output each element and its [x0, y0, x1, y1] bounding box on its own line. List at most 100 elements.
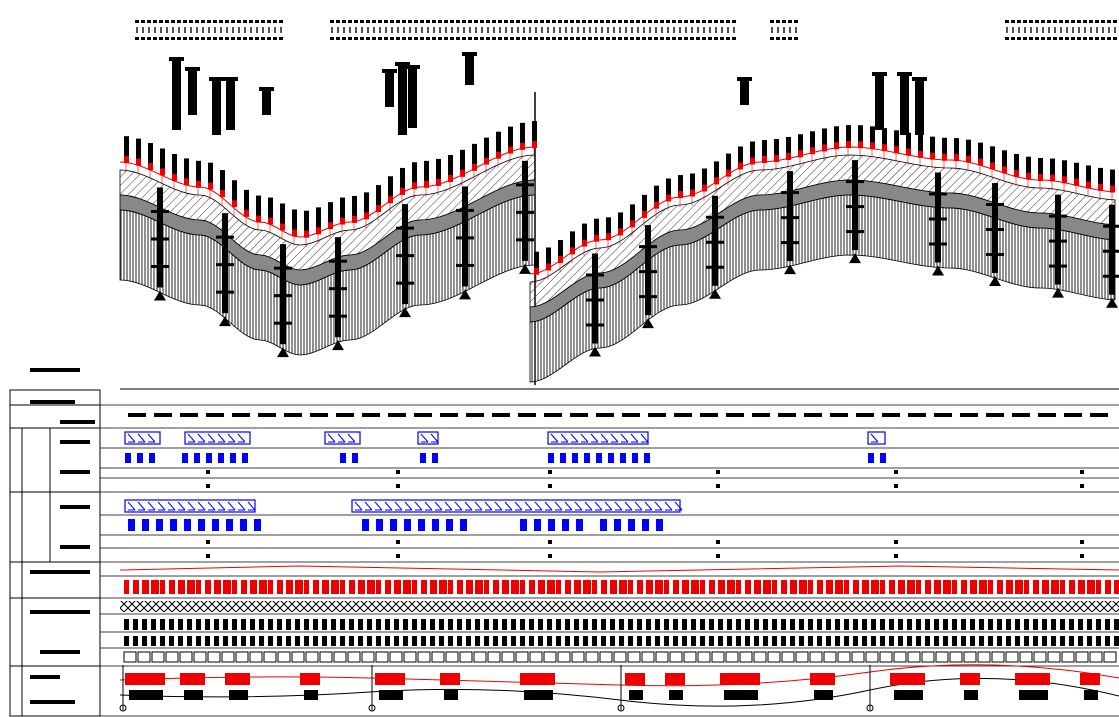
borehole-bar: [929, 192, 947, 195]
red-blob: [225, 673, 250, 685]
blue-glyph: [575, 502, 582, 510]
black-bar: [466, 636, 471, 646]
title-glyph: [190, 27, 192, 33]
black-bar: [727, 619, 732, 630]
label-column-head: [912, 77, 927, 81]
title-glyph: [523, 27, 525, 33]
title-glyph: [1006, 27, 1008, 33]
label-column: [188, 70, 197, 115]
black-bar: [331, 636, 336, 646]
title-glyph: [1078, 27, 1080, 33]
row-dash: [518, 413, 536, 417]
black-bar: [664, 636, 669, 646]
row-dash: [960, 413, 978, 417]
title-glyph: [372, 20, 376, 23]
title-glyph: [594, 20, 598, 23]
legend-text: [40, 650, 80, 654]
blue-glyph: [198, 434, 205, 442]
title-glyph: [354, 37, 358, 40]
row-dash: [544, 413, 562, 417]
title-glyph: [522, 37, 526, 40]
title-glyph: [1060, 27, 1062, 33]
title-glyph: [528, 37, 532, 40]
title-glyph: [160, 27, 162, 33]
red-bar: [169, 580, 175, 594]
ground-mark: [1062, 176, 1067, 183]
blue-block: [614, 519, 621, 531]
black-bar: [448, 636, 453, 646]
title-glyph: [366, 37, 370, 40]
title-glyph: [475, 27, 477, 33]
blue-glyph: [148, 502, 155, 510]
ground-mark: [1038, 174, 1043, 181]
grid-box: [600, 652, 612, 662]
grid-box: [166, 652, 178, 662]
title-glyph: [624, 20, 628, 23]
title-glyph: [468, 37, 472, 40]
red-bar: [421, 580, 427, 594]
red-bar: [952, 580, 957, 594]
borehole-bar: [639, 295, 657, 298]
black-bar: [1114, 636, 1119, 646]
title-glyph: [273, 37, 277, 40]
title-glyph: [703, 27, 705, 33]
label-column: [398, 65, 407, 135]
red-bar: [880, 580, 885, 594]
borehole-bar: [586, 323, 604, 326]
grid-box: [712, 652, 724, 662]
ground-mark: [1050, 175, 1055, 182]
red-bar: [295, 580, 303, 594]
red-bar: [691, 580, 699, 594]
title-glyph: [534, 37, 538, 40]
title-glyph: [715, 27, 717, 33]
grid-box: [292, 652, 304, 662]
blue-block: [620, 453, 626, 463]
title-glyph: [415, 27, 417, 33]
black-bar: [727, 636, 732, 646]
title-glyph: [631, 27, 633, 33]
ground-tick: [990, 146, 995, 164]
label-column-head: [223, 77, 238, 81]
title-glyph: [366, 20, 370, 23]
borehole-bar: [639, 270, 657, 273]
title-glyph: [426, 20, 430, 23]
title-glyph: [606, 20, 610, 23]
title-glyph: [690, 37, 694, 40]
title-glyph: [789, 27, 791, 33]
title-glyph: [367, 27, 369, 33]
ground-mark: [618, 228, 623, 235]
black-bar: [250, 636, 255, 646]
title-glyph: [390, 37, 394, 40]
red-blob: [520, 673, 555, 685]
black-blob: [629, 690, 643, 700]
red-bar: [340, 580, 345, 594]
grid-box: [754, 652, 766, 662]
black-bar: [898, 636, 903, 646]
title-glyph: [414, 20, 418, 23]
title-glyph: [492, 37, 496, 40]
title-glyph: [522, 20, 526, 23]
title-glyph: [274, 27, 276, 33]
row-dash: [128, 413, 146, 417]
title-glyph: [166, 27, 168, 33]
title-glyph: [486, 20, 490, 23]
ground-mark: [124, 156, 129, 163]
dot-mark: [716, 484, 720, 488]
black-bar: [277, 636, 282, 646]
grid-box: [740, 652, 752, 662]
red-bar: [1042, 580, 1049, 594]
ground-mark: [460, 170, 465, 177]
black-bar: [502, 636, 507, 646]
ground-mark: [606, 233, 611, 240]
black-bar: [349, 636, 354, 646]
blue-glyph: [505, 502, 512, 510]
black-bar: [214, 636, 219, 646]
black-bar: [529, 619, 534, 630]
title-glyph: [195, 37, 199, 40]
blue-block: [628, 519, 635, 531]
grid-box: [460, 652, 472, 662]
ground-tick: [244, 190, 249, 212]
ground-mark: [328, 222, 333, 229]
ground-mark: [304, 231, 309, 238]
title-glyph: [462, 20, 466, 23]
